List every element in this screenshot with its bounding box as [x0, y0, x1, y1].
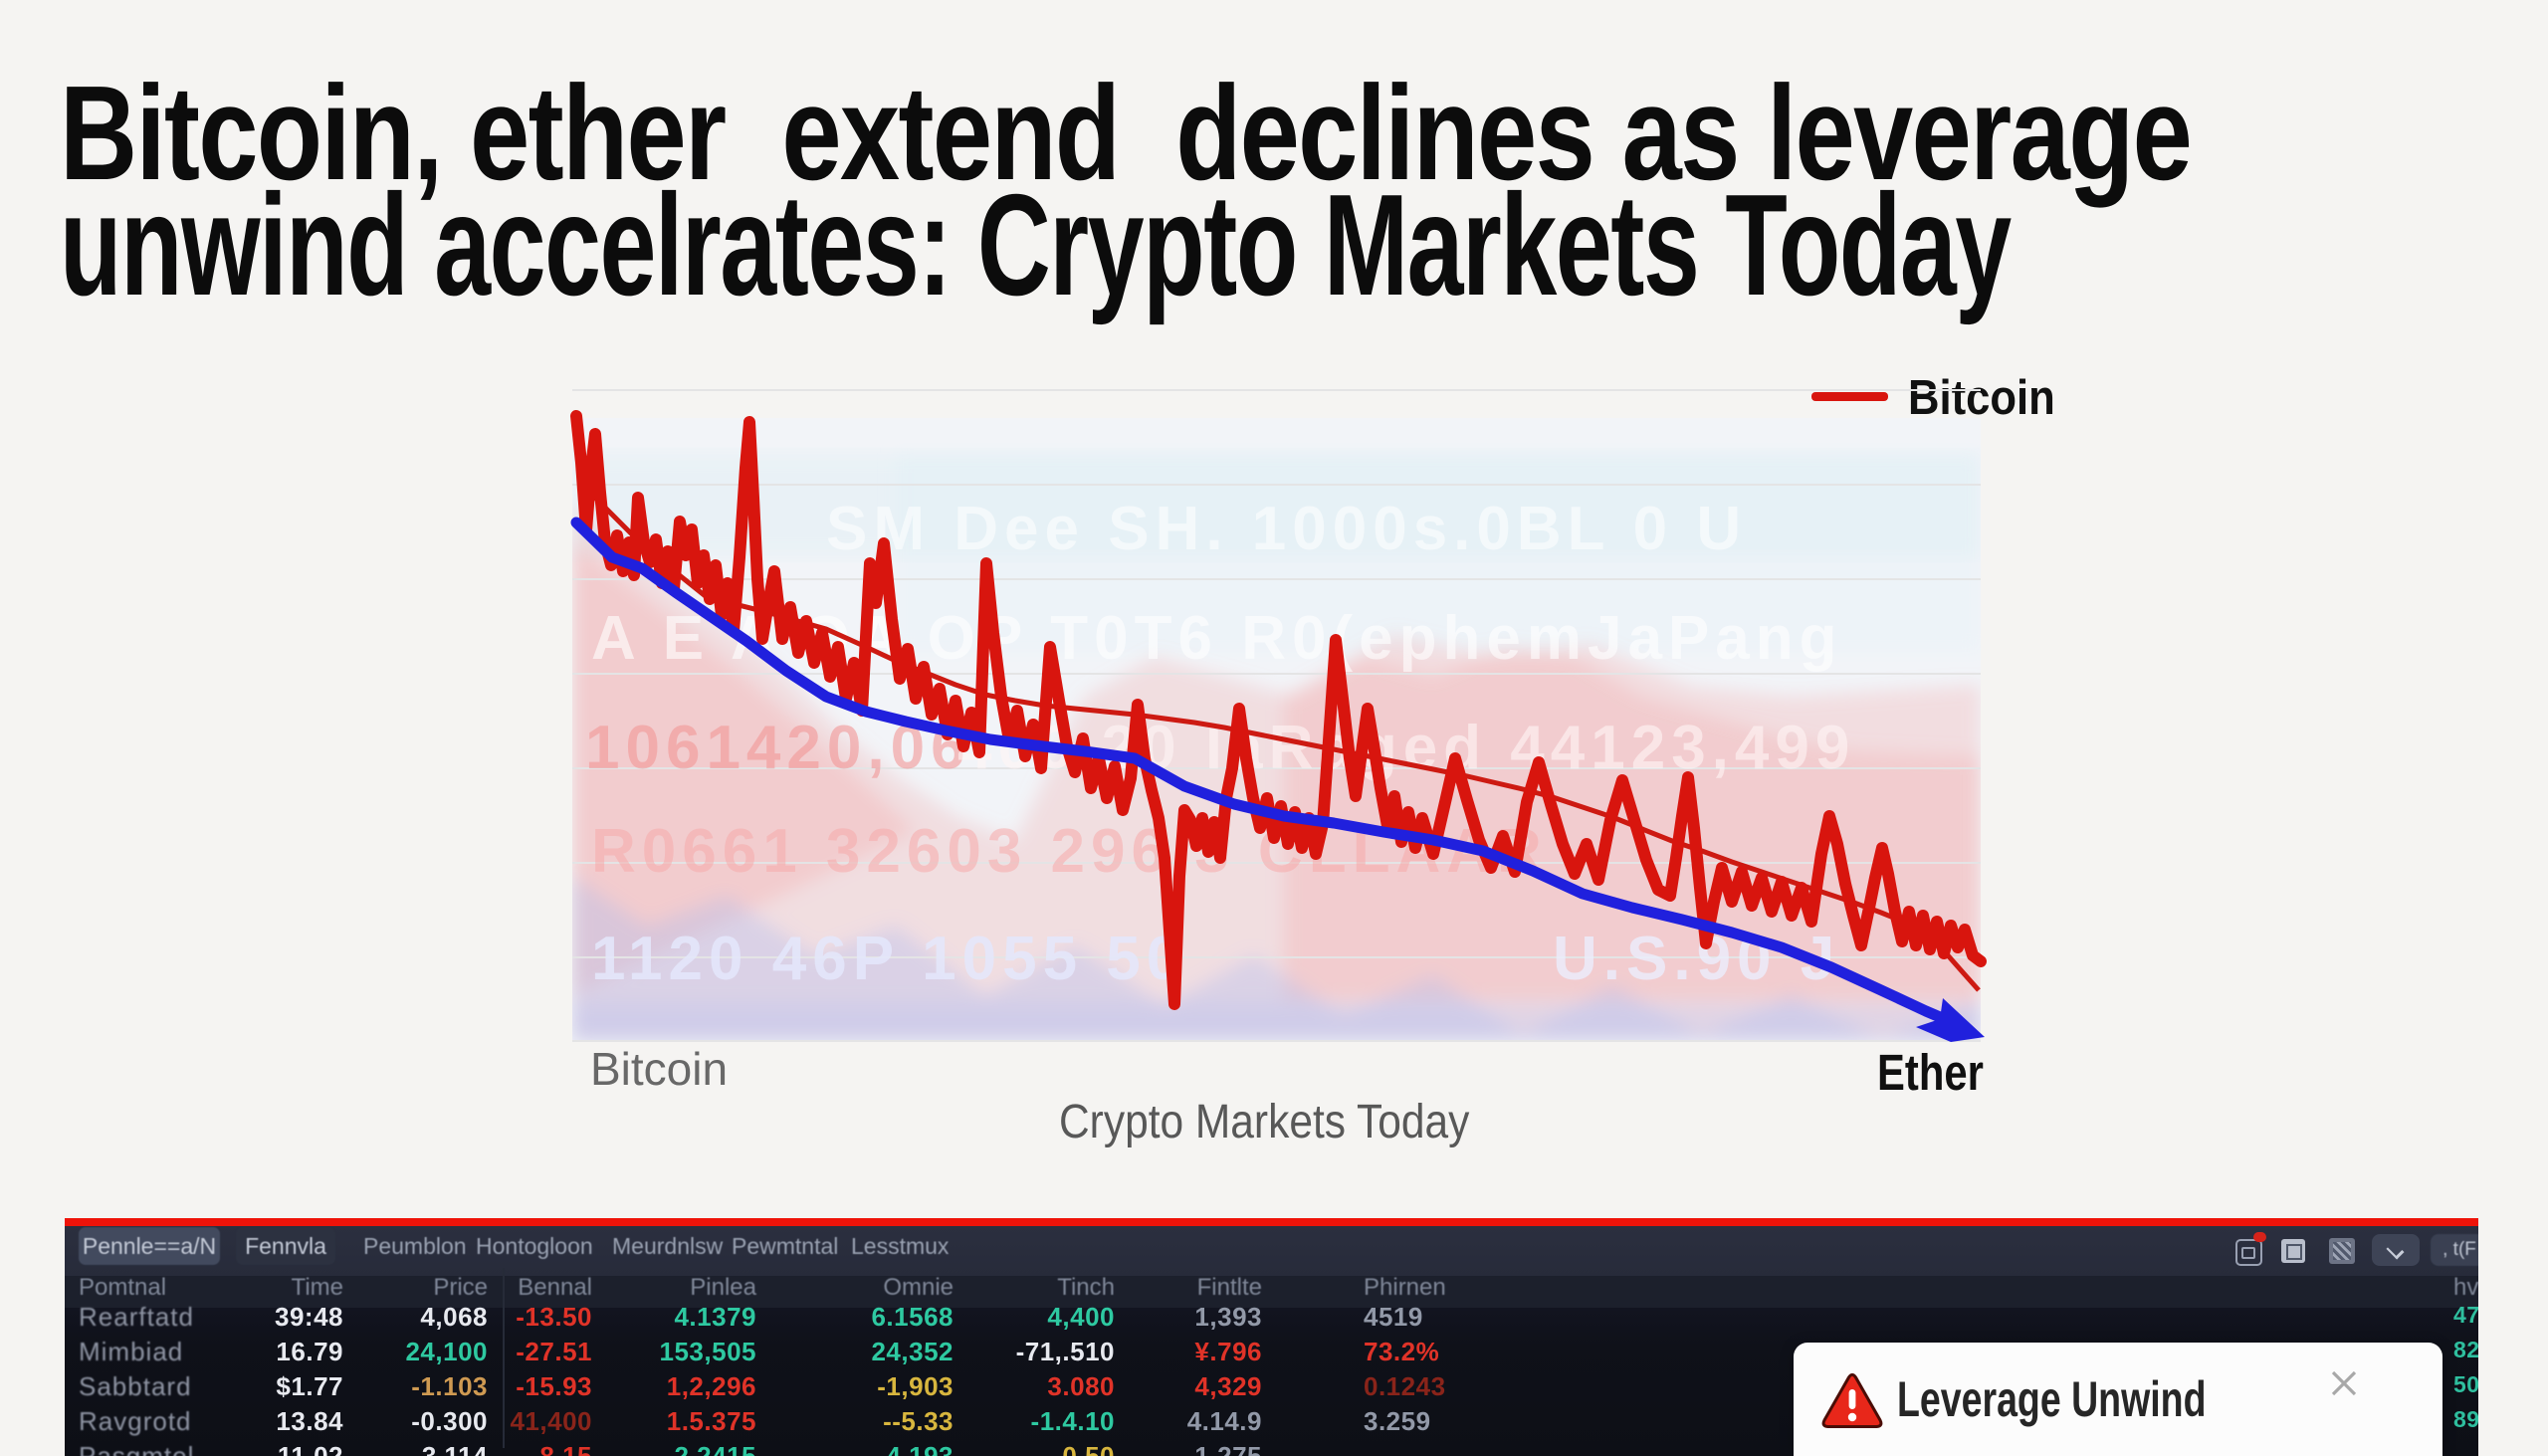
svg-text:U.S.90 J: U.S.90 J — [1553, 925, 1840, 993]
svg-text:1120 46P 1055 50: 1120 46P 1055 50 — [591, 925, 1186, 993]
svg-text:SM Dee SH. 1000s.0BL 0 U: SM Dee SH. 1000s.0BL 0 U — [826, 495, 1747, 563]
